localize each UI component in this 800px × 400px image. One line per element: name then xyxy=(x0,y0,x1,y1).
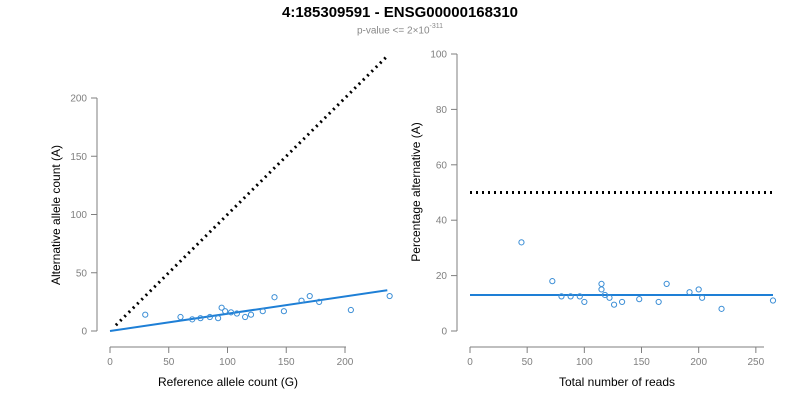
left-data-point xyxy=(347,306,354,314)
right-data-point xyxy=(601,291,609,299)
right-data-point xyxy=(558,293,565,300)
right-data-point xyxy=(769,297,777,304)
left-fit-line xyxy=(109,289,388,332)
right-data-point xyxy=(581,298,588,306)
right-x-tick-label: 50 xyxy=(522,357,534,368)
left-data-point xyxy=(222,308,229,315)
left-data-point xyxy=(197,315,204,322)
chart-title: 4:185309591 - ENSG00000168310 xyxy=(281,4,519,21)
left-y-tick-label: 50 xyxy=(76,268,88,279)
left-x-tick-label: 0 xyxy=(107,357,113,368)
left-data-point xyxy=(280,308,287,315)
right-x-axis-label: Total number of reads xyxy=(559,375,675,389)
left-data-point xyxy=(189,316,196,323)
left-data-point xyxy=(177,313,184,321)
left-x-tick-label: 150 xyxy=(278,357,295,368)
right-y-tick-label: 0 xyxy=(441,327,447,338)
left-y-tick-label: 200 xyxy=(70,94,87,105)
left-x-axis-label: Reference allele count (G) xyxy=(158,375,298,389)
left-data-point xyxy=(242,313,249,321)
right-data-point xyxy=(549,278,556,285)
left-data-point xyxy=(306,292,313,300)
right-data-point xyxy=(655,298,662,306)
right-y-tick-label: 60 xyxy=(436,160,448,171)
right-x-tick-label: 150 xyxy=(633,357,650,368)
subtitle-exponent: -311 xyxy=(429,23,444,30)
left-data-point xyxy=(215,315,222,322)
right-data-point xyxy=(610,301,618,308)
right-x-tick-label: 100 xyxy=(576,357,593,368)
left-reference-line xyxy=(114,54,389,327)
right-data-point xyxy=(598,286,605,293)
right-y-tick-label: 40 xyxy=(436,216,448,227)
right-data-point xyxy=(699,294,706,301)
right-data-point xyxy=(686,289,693,296)
left-data-point xyxy=(247,311,255,318)
right-y-tick-label: 20 xyxy=(436,271,448,282)
right-data-point xyxy=(695,286,702,293)
right-data-point xyxy=(618,298,626,306)
right-data-point xyxy=(567,293,574,300)
left-y-tick-label: 0 xyxy=(81,327,87,338)
right-x-tick-label: 0 xyxy=(467,357,473,368)
left-y-tick-label: 150 xyxy=(70,152,87,163)
left-x-tick-label: 200 xyxy=(337,357,354,368)
right-data-point xyxy=(606,294,613,301)
right-x-tick-label: 250 xyxy=(748,357,765,368)
left-y-axis-label: Alternative allele count (A) xyxy=(49,145,63,285)
left-data-point xyxy=(233,310,240,317)
left-data-point xyxy=(316,298,323,305)
subtitle-text: p-value <= 2×10 xyxy=(356,25,430,37)
right-data-point xyxy=(576,293,583,300)
right-y-tick-label: 100 xyxy=(430,50,447,61)
right-data-point xyxy=(718,305,725,312)
left-data-point xyxy=(259,308,266,315)
left-y-tick-label: 100 xyxy=(70,210,87,221)
left-x-tick-label: 50 xyxy=(163,357,175,368)
right-data-point xyxy=(636,296,643,303)
left-scatter-plot: 0 50 100 150 200 0 50 100 150 200 Reference allele… xyxy=(49,54,393,389)
left-data-point xyxy=(218,304,225,311)
right-data-point xyxy=(663,280,670,288)
left-x-tick-label: 100 xyxy=(219,357,236,368)
right-x-tick-label: 200 xyxy=(690,357,707,368)
left-data-point xyxy=(227,309,235,316)
chart-subtitle: p-value <= 2×10-311 xyxy=(0,23,800,37)
left-data-point xyxy=(206,313,213,321)
right-data-point xyxy=(598,280,605,288)
right-y-axis-label: Percentage alternative (A) xyxy=(409,122,423,261)
left-data-point xyxy=(271,294,278,301)
right-y-tick-label: 80 xyxy=(436,105,448,116)
left-data-point xyxy=(142,311,149,318)
left-data-point xyxy=(386,292,393,300)
right-scatter-plot: 0 50 100 150 200 250 0 20 40 60 80 100 Total number … xyxy=(409,50,777,389)
left-data-point xyxy=(298,297,305,304)
right-data-point xyxy=(518,239,525,246)
